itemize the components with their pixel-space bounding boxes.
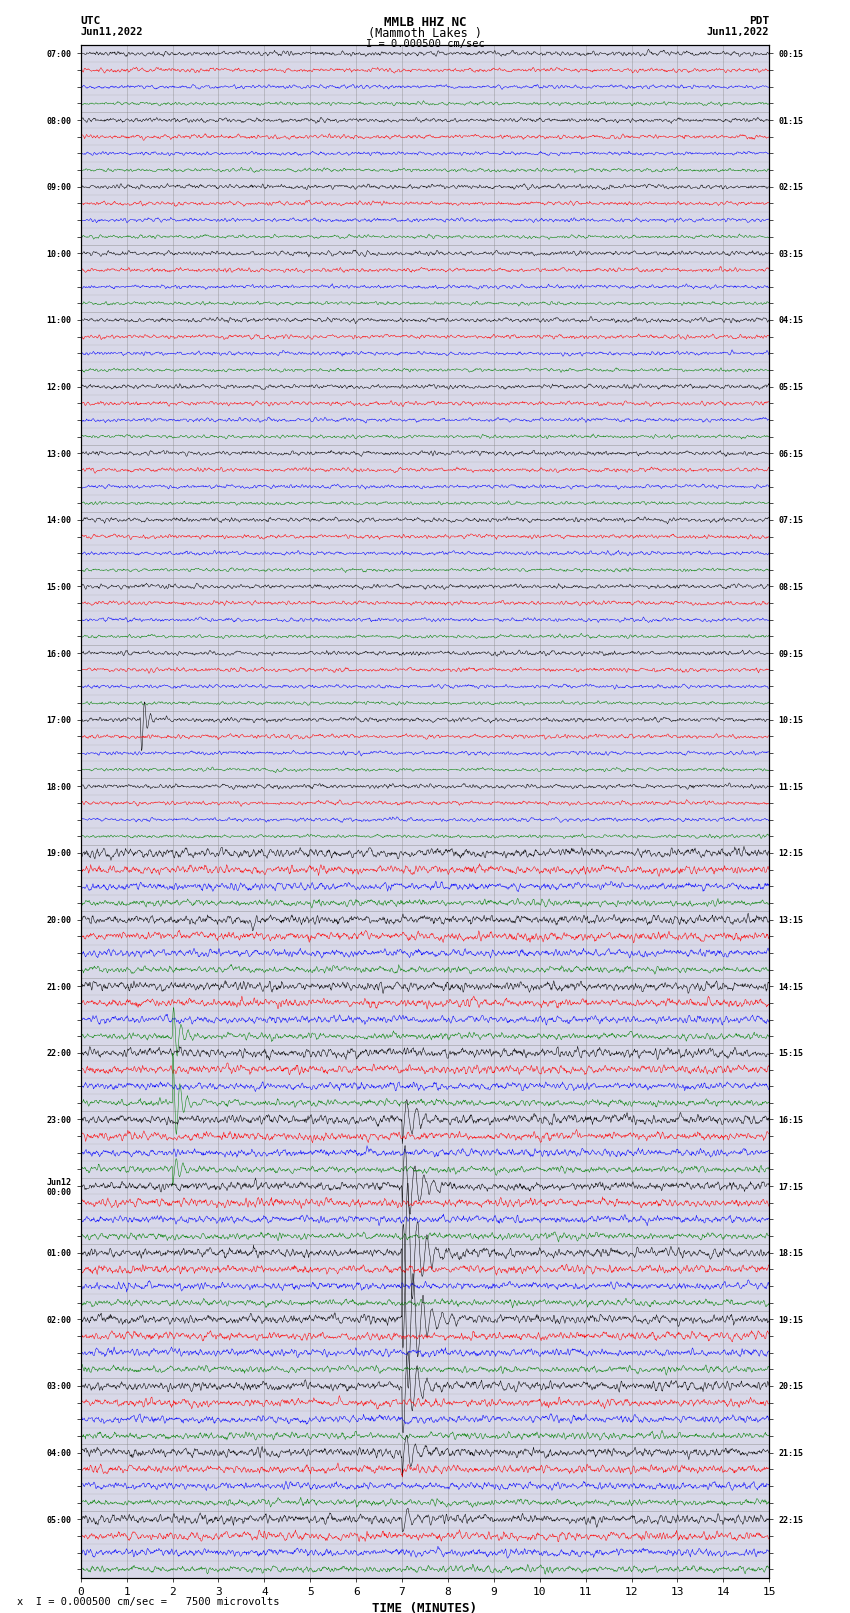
X-axis label: TIME (MINUTES): TIME (MINUTES): [372, 1602, 478, 1613]
Text: MMLB HHZ NC: MMLB HHZ NC: [383, 16, 467, 29]
Text: UTC: UTC: [81, 16, 101, 26]
Text: I = 0.000500 cm/sec: I = 0.000500 cm/sec: [366, 39, 484, 48]
Text: PDT: PDT: [749, 16, 769, 26]
Text: Jun11,2022: Jun11,2022: [706, 27, 769, 37]
Text: (Mammoth Lakes ): (Mammoth Lakes ): [368, 27, 482, 40]
Text: x  I = 0.000500 cm/sec =   7500 microvolts: x I = 0.000500 cm/sec = 7500 microvolts: [17, 1597, 280, 1607]
Text: Jun11,2022: Jun11,2022: [81, 27, 144, 37]
